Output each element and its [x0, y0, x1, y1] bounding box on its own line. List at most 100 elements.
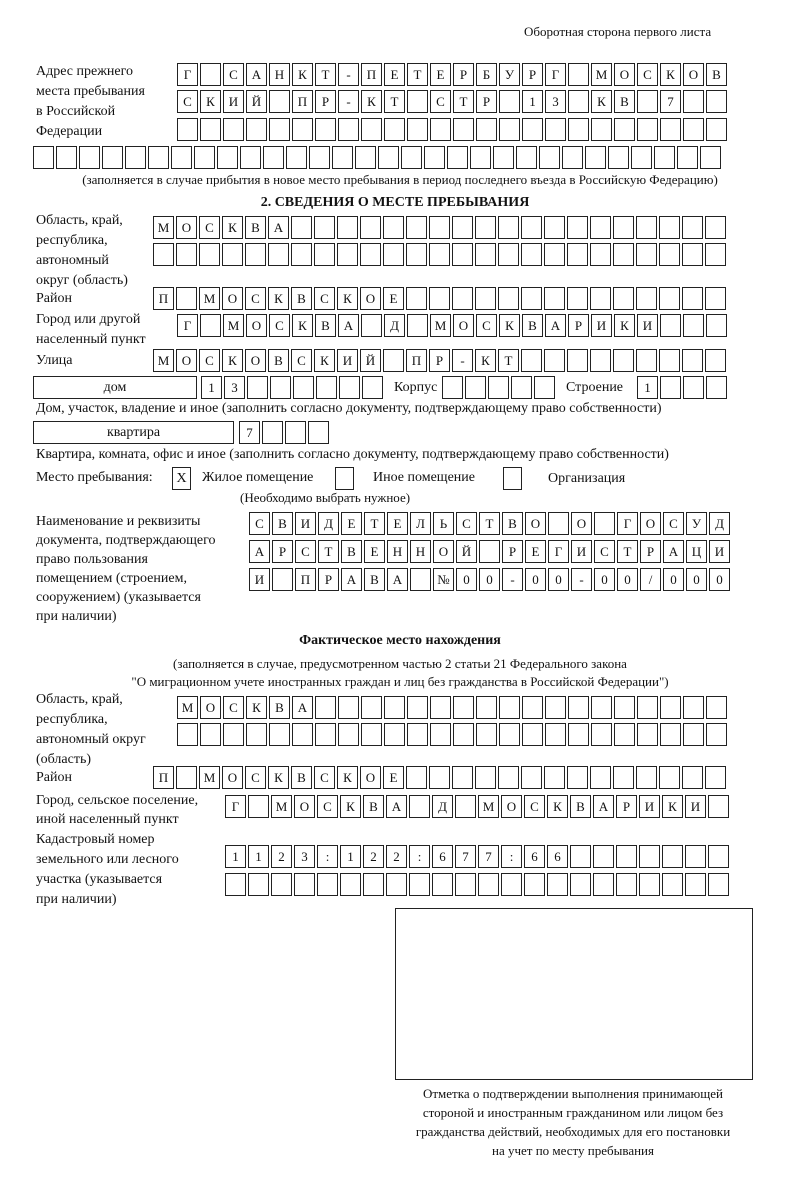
char-cell[interactable] [246, 723, 267, 746]
char-cell[interactable]: П [292, 90, 313, 113]
char-cell[interactable]: О [176, 216, 197, 239]
char-cell[interactable]: К [292, 314, 313, 337]
char-cell[interactable]: П [295, 568, 316, 591]
char-cell[interactable] [153, 243, 174, 266]
char-cell[interactable] [409, 873, 430, 896]
char-cell[interactable] [79, 146, 100, 169]
char-cell[interactable] [524, 873, 545, 896]
char-cell[interactable]: Р [453, 63, 474, 86]
char-cell[interactable] [360, 216, 381, 239]
char-cell[interactable]: С [269, 314, 290, 337]
char-cell[interactable]: Е [364, 540, 385, 563]
char-cell[interactable]: Т [318, 540, 339, 563]
char-cell[interactable]: : [317, 845, 338, 868]
char-cell[interactable]: М [271, 795, 292, 818]
char-cell[interactable] [56, 146, 77, 169]
char-cell[interactable]: В [341, 540, 362, 563]
char-cell[interactable]: П [406, 349, 427, 372]
char-cell[interactable] [639, 845, 660, 868]
actual-region-row-2[interactable] [177, 723, 729, 746]
char-cell[interactable]: Н [387, 540, 408, 563]
char-cell[interactable] [682, 216, 703, 239]
char-cell[interactable]: С [314, 766, 335, 789]
char-cell[interactable] [498, 243, 519, 266]
char-cell[interactable]: А [663, 540, 684, 563]
char-cell[interactable] [430, 696, 451, 719]
char-cell[interactable]: 1 [637, 376, 658, 399]
char-cell[interactable] [383, 243, 404, 266]
char-cell[interactable]: 0 [686, 568, 707, 591]
char-cell[interactable]: И [249, 568, 270, 591]
char-cell[interactable] [511, 376, 532, 399]
char-cell[interactable]: К [660, 63, 681, 86]
char-cell[interactable] [200, 63, 221, 86]
char-cell[interactable] [200, 314, 221, 337]
char-cell[interactable] [593, 873, 614, 896]
char-cell[interactable]: К [222, 349, 243, 372]
char-cell[interactable] [430, 723, 451, 746]
char-cell[interactable]: К [499, 314, 520, 337]
char-cell[interactable]: М [223, 314, 244, 337]
char-cell[interactable]: 7 [455, 845, 476, 868]
char-cell[interactable]: В [502, 512, 523, 535]
char-cell[interactable]: С [594, 540, 615, 563]
stay-checkbox-other[interactable] [335, 467, 354, 490]
char-cell[interactable]: Е [341, 512, 362, 535]
char-cell[interactable] [317, 873, 338, 896]
char-cell[interactable]: О [640, 512, 661, 535]
char-cell[interactable]: К [314, 349, 335, 372]
char-cell[interactable]: К [340, 795, 361, 818]
char-cell[interactable] [660, 118, 681, 141]
char-cell[interactable] [521, 243, 542, 266]
char-cell[interactable] [662, 873, 683, 896]
char-cell[interactable] [522, 696, 543, 719]
char-cell[interactable] [659, 349, 680, 372]
flat-number-row[interactable]: 7 [239, 421, 331, 444]
char-cell[interactable]: 2 [363, 845, 384, 868]
char-cell[interactable] [293, 376, 314, 399]
char-cell[interactable] [616, 873, 637, 896]
char-cell[interactable]: С [245, 766, 266, 789]
char-cell[interactable]: М [177, 696, 198, 719]
char-cell[interactable] [452, 766, 473, 789]
char-cell[interactable]: В [315, 314, 336, 337]
char-cell[interactable] [683, 723, 704, 746]
char-cell[interactable] [432, 873, 453, 896]
char-cell[interactable] [637, 723, 658, 746]
char-cell[interactable]: Р [502, 540, 523, 563]
char-cell[interactable] [407, 118, 428, 141]
char-cell[interactable] [409, 795, 430, 818]
char-cell[interactable] [245, 243, 266, 266]
char-cell[interactable] [522, 118, 543, 141]
char-cell[interactable]: М [153, 216, 174, 239]
char-cell[interactable] [706, 696, 727, 719]
char-cell[interactable]: № [433, 568, 454, 591]
char-cell[interactable] [363, 873, 384, 896]
char-cell[interactable]: С [249, 512, 270, 535]
char-cell[interactable]: 0 [617, 568, 638, 591]
char-cell[interactable]: К [268, 287, 289, 310]
region-row-2[interactable] [153, 243, 728, 266]
char-cell[interactable] [429, 243, 450, 266]
char-cell[interactable] [660, 314, 681, 337]
char-cell[interactable] [200, 723, 221, 746]
char-cell[interactable] [248, 873, 269, 896]
char-cell[interactable] [148, 146, 169, 169]
char-cell[interactable] [544, 349, 565, 372]
doc-row-3[interactable]: И П Р А В А № 0 0-0 0-0 0/0 0 0 [249, 568, 732, 591]
char-cell[interactable]: Р [640, 540, 661, 563]
char-cell[interactable] [337, 216, 358, 239]
char-cell[interactable]: Н [269, 63, 290, 86]
char-cell[interactable]: В [614, 90, 635, 113]
char-cell[interactable]: С [524, 795, 545, 818]
char-cell[interactable] [682, 766, 703, 789]
char-cell[interactable]: К [662, 795, 683, 818]
char-cell[interactable] [270, 376, 291, 399]
char-cell[interactable] [493, 146, 514, 169]
char-cell[interactable] [269, 723, 290, 746]
char-cell[interactable] [262, 421, 283, 444]
char-cell[interactable]: 3 [224, 376, 245, 399]
